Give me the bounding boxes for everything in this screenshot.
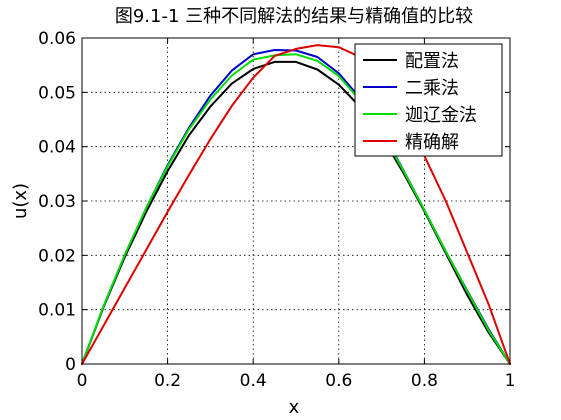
legend-box (354, 43, 503, 157)
x-tick-label: 0.2 (154, 371, 181, 391)
x-tick-label: 0.6 (325, 371, 352, 391)
y-axis-label: u(x) (10, 183, 31, 219)
y-tick-label: 0.01 (38, 301, 76, 321)
legend-label-1: 配置法 (405, 51, 459, 72)
y-tick-label: 0.03 (38, 192, 76, 212)
series-line-3 (81, 53, 511, 365)
y-tick-label: 0.02 (38, 246, 76, 266)
y-tick-label: 0 (65, 355, 76, 375)
series-line-4 (81, 44, 511, 365)
legend-label-3: 迦辽金法 (405, 105, 477, 126)
y-tick-label: 0.06 (38, 29, 76, 49)
ticks: 0 0.2 0.4 0.6 0.8 1 0 0.01 0.02 0.03 0.04 0.05 0.06 (38, 29, 515, 391)
x-axis-label: x (289, 397, 300, 418)
y-tick-label: 0.04 (38, 138, 76, 158)
x-tick-label: 1 (505, 371, 516, 391)
x-tick-label: 0.4 (240, 371, 267, 391)
y-tick-label: 0.05 (38, 83, 76, 103)
chart-title: 图9.1-1 三种不同解法的结果与精确值的比较 (115, 6, 473, 27)
legend-label-4: 精确解 (405, 132, 459, 153)
x-tick-label: 0.8 (411, 371, 438, 391)
legend-label-2: 二乘法 (405, 78, 459, 99)
x-tick-label: 0 (77, 371, 88, 391)
series-layer (81, 44, 511, 365)
